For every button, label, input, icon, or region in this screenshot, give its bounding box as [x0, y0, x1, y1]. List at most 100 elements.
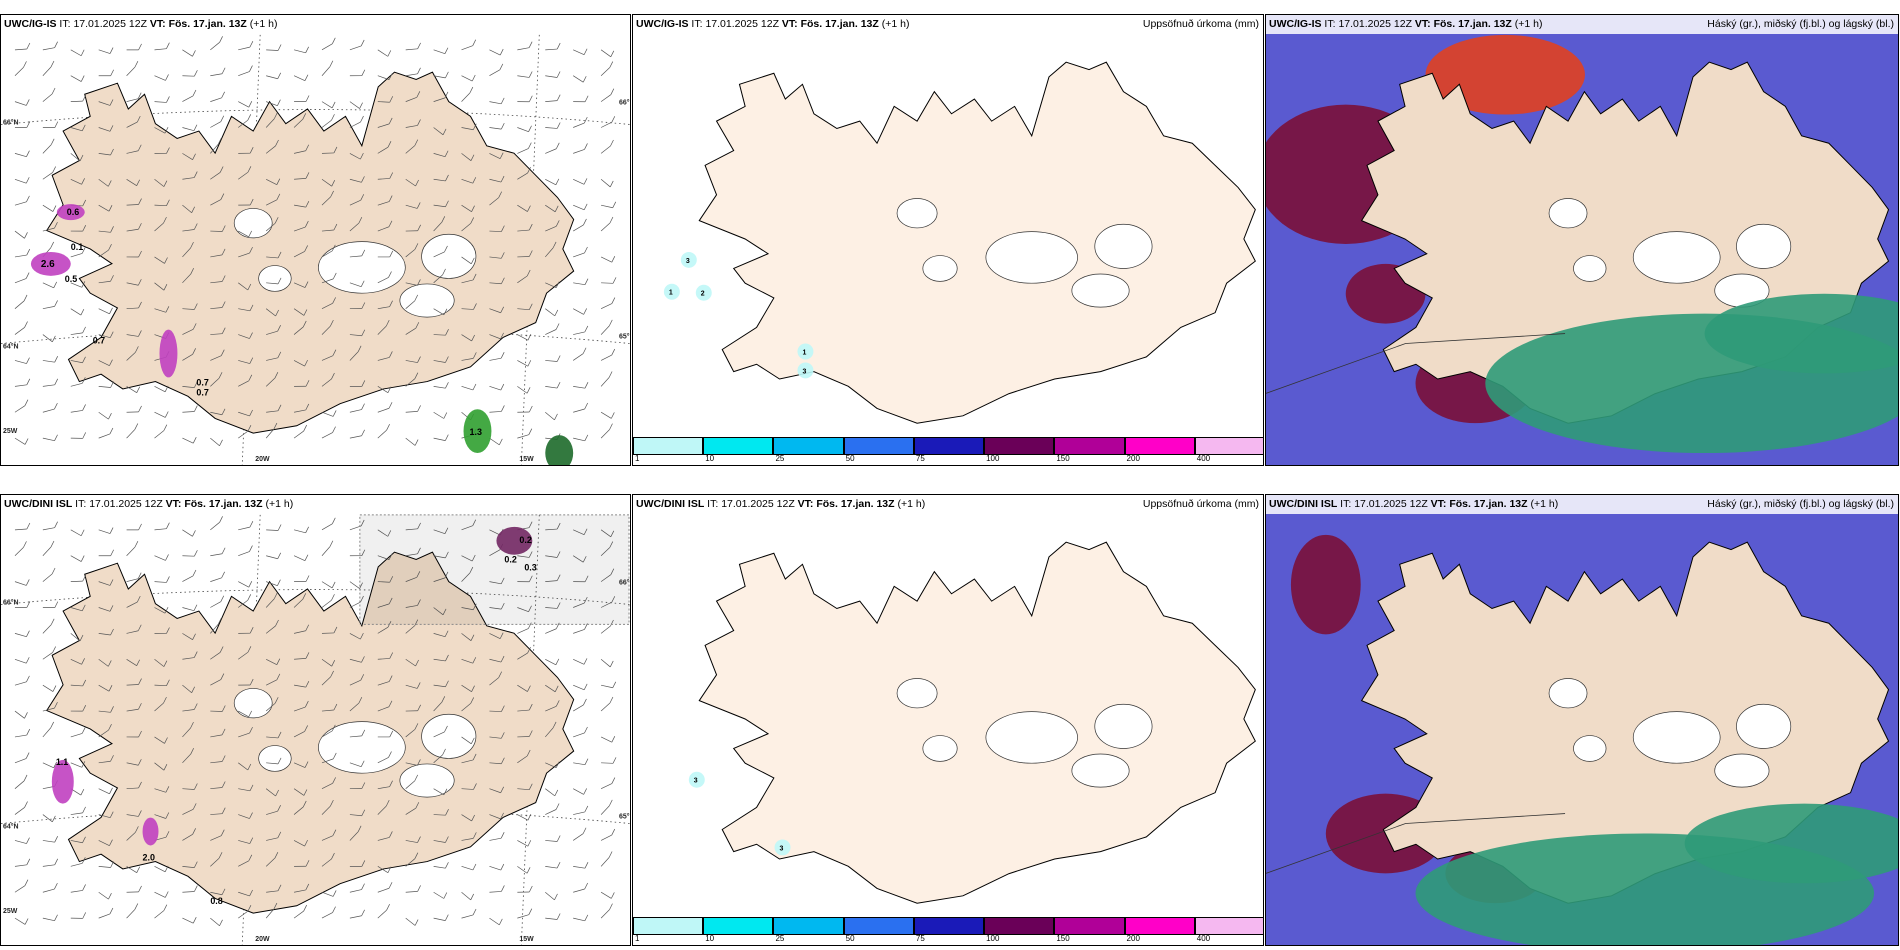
wind-barb	[321, 272, 337, 284]
wind-barb	[573, 434, 589, 442]
wind-barb	[349, 216, 363, 232]
wind-barb	[182, 803, 197, 815]
wind-barb	[154, 385, 169, 393]
wind-barb	[600, 696, 614, 712]
wind-barb	[98, 226, 114, 233]
wind-barb	[265, 852, 279, 867]
wind-barb	[461, 177, 477, 184]
wind-barb	[461, 657, 477, 664]
wind-barb	[433, 71, 449, 79]
wind-barb	[489, 306, 504, 314]
wind-barb	[98, 359, 113, 366]
wind-barb	[70, 529, 85, 537]
wind-barb	[14, 522, 31, 531]
wind-barb	[321, 60, 334, 76]
wind-barb	[461, 684, 475, 692]
wind-barb	[42, 836, 59, 843]
wind-barb	[405, 202, 421, 209]
wind-barb	[461, 86, 474, 102]
wind-barb	[98, 811, 114, 818]
wind-barb	[405, 802, 420, 815]
legend-label: 200	[1126, 934, 1140, 943]
wind-barb	[405, 682, 421, 689]
wind-barb	[70, 153, 84, 162]
iceland-coastline	[46, 551, 575, 914]
glacier	[399, 763, 455, 798]
wind-barb	[14, 858, 31, 867]
wind-barb	[154, 658, 168, 667]
wind-barb	[14, 195, 30, 206]
wind-barb	[545, 913, 561, 920]
wind-barb	[98, 244, 112, 258]
wind-barb	[182, 633, 196, 641]
wind-barb	[321, 581, 336, 589]
wind-barb	[14, 837, 30, 844]
wind-barb	[98, 605, 114, 612]
wind-barb	[42, 41, 58, 51]
wind-barb	[42, 684, 57, 692]
low-cloud-area	[1290, 534, 1361, 635]
wind-barb	[238, 812, 253, 819]
wind-barb	[517, 405, 533, 413]
wind-barb	[98, 331, 114, 338]
wind-barb	[489, 812, 504, 820]
wind-barb	[461, 74, 476, 82]
wind-barb	[14, 61, 27, 76]
wind-barb	[98, 204, 113, 212]
wind-barb	[154, 216, 167, 232]
wind-barb	[600, 423, 613, 439]
wind-barb	[293, 800, 307, 815]
wind-barb	[489, 277, 505, 285]
wind-barb	[377, 751, 392, 764]
wind-barb	[265, 372, 279, 387]
wind-barb	[182, 604, 198, 612]
wind-barb	[573, 758, 589, 766]
wind-barb	[14, 272, 30, 284]
wind-barb	[573, 203, 588, 211]
wind-barb	[182, 153, 196, 161]
wind-barb	[14, 177, 30, 184]
wind-barb	[293, 113, 307, 128]
wind-barb	[238, 65, 253, 77]
wind-barb	[321, 146, 338, 154]
wind-barb	[349, 249, 366, 258]
wind-barb	[321, 517, 336, 531]
wind-barb	[545, 71, 561, 78]
wind-barb	[517, 783, 533, 791]
wind-barb	[238, 646, 252, 660]
wind-barb	[265, 619, 279, 634]
precip-cell	[545, 435, 574, 465]
wind-barb	[517, 840, 532, 847]
wind-barb	[154, 696, 167, 712]
wind-barb	[42, 434, 58, 442]
wind-barb	[517, 204, 531, 212]
lon-label: 15W	[519, 936, 534, 943]
wind-barb	[377, 300, 393, 310]
wind-barb	[573, 882, 588, 893]
wind-barb	[126, 250, 142, 258]
wind-barb	[210, 673, 225, 686]
wind-barb	[405, 723, 419, 738]
wind-barb	[461, 697, 475, 712]
wind-barb	[489, 191, 503, 206]
wind-barb	[238, 198, 254, 206]
wind-barb	[545, 551, 561, 558]
wind-barb	[182, 241, 194, 258]
wind-barb	[70, 404, 86, 413]
wind-barb	[545, 204, 559, 213]
wind-barb	[433, 268, 446, 284]
wind-barb	[294, 95, 310, 102]
wind-barb	[433, 836, 449, 843]
wind-barb	[265, 217, 279, 232]
cloud-panel-ig: UWC/IG-IS IT: 17.01.2025 12Z VT: Fös. 17…	[1265, 14, 1899, 466]
wind-barb	[573, 698, 587, 712]
precip-cell	[56, 204, 85, 221]
wind-barb	[545, 835, 561, 842]
wind-barb	[70, 727, 86, 738]
wind-barb	[266, 325, 281, 335]
wind-barb	[433, 245, 448, 258]
wind-barb	[461, 908, 477, 919]
wind-barb	[349, 760, 365, 768]
wind-barb	[349, 581, 363, 589]
wind-barb	[98, 706, 114, 713]
